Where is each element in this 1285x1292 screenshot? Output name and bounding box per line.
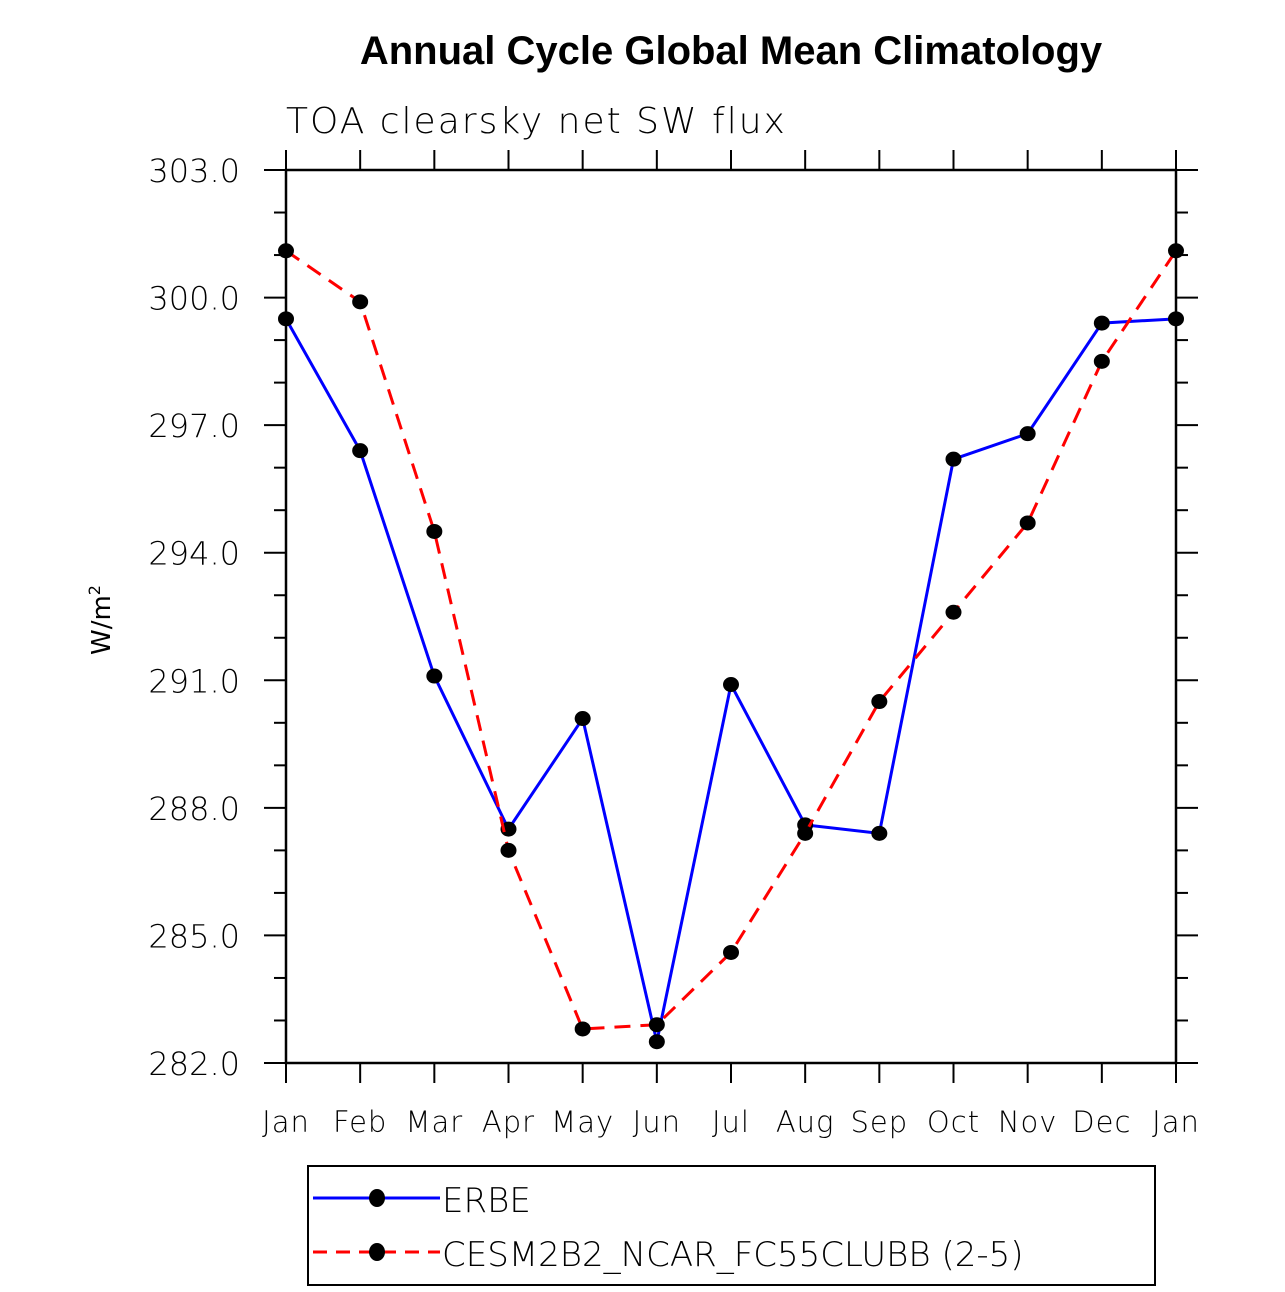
legend-marker-cesm <box>369 1243 385 1261</box>
data-point <box>426 523 443 539</box>
data-point <box>500 821 517 837</box>
plot-frame <box>284 168 1178 1065</box>
data-point <box>1019 426 1036 442</box>
y-tick-label: 303.0 <box>148 152 240 190</box>
series-group <box>278 243 1184 1050</box>
x-tick-label: Feb <box>333 1105 387 1139</box>
y-tick-label: 297.0 <box>148 407 240 445</box>
data-point <box>648 1034 665 1050</box>
chart-title: Annual Cycle Global Mean Climatology <box>360 29 1103 73</box>
data-point <box>1168 243 1184 259</box>
data-point <box>1093 315 1110 331</box>
x-tick-label: Apr <box>482 1105 535 1139</box>
series-line <box>285 249 1178 1031</box>
y-tick-label: 300.0 <box>148 280 240 318</box>
legend-label-cesm: CESM2B2_NCAR_FC55CLUBB (2-5) <box>442 1235 1024 1275</box>
legend-marker-erbe <box>369 1189 385 1207</box>
data-point <box>871 825 888 841</box>
x-tick-label: Jun <box>633 1105 681 1139</box>
data-point <box>648 1017 665 1033</box>
y-tick-labels: 282.0 285.0 288.0 291.0 294.0 297.0 300.0 303.0 <box>148 152 240 1083</box>
data-point <box>945 604 962 620</box>
data-point <box>500 842 517 858</box>
y-tick-label: 291.0 <box>148 662 240 700</box>
x-tick-label: Jul <box>712 1105 750 1139</box>
data-point <box>1093 353 1110 369</box>
data-point <box>278 311 294 327</box>
data-point <box>574 1021 591 1037</box>
data-point <box>797 825 814 841</box>
data-point <box>426 668 443 684</box>
data-point <box>352 294 369 310</box>
data-point <box>574 711 591 727</box>
data-point <box>723 944 739 960</box>
series-cesm <box>278 243 1184 1037</box>
x-tick-label: Jan <box>1152 1105 1200 1139</box>
y-axis-label-sup: 2 <box>85 585 104 595</box>
x-tick-labels: Jan Feb Mar Apr May Jun Jul Aug Sep Oct Nov Dec Jan <box>262 1105 1200 1139</box>
series-erbe <box>278 311 1184 1050</box>
y-tick-label: 294.0 <box>148 535 240 573</box>
chart-subtitle: TOA clearsky net SW flux <box>286 101 787 142</box>
y-axis-label-text: W/m <box>87 595 117 655</box>
data-point <box>871 694 888 710</box>
y-tick-label: 282.0 <box>148 1045 240 1083</box>
data-point <box>723 677 739 693</box>
x-tick-label: Mar <box>405 1105 463 1139</box>
legend: ERBE CESM2B2_NCAR_FC55CLUBB (2-5) <box>307 1165 1156 1286</box>
x-tick-label: Sep <box>850 1105 908 1139</box>
legend-label-erbe: ERBE <box>442 1181 531 1221</box>
data-point <box>1019 515 1036 531</box>
x-tick-label: Jan <box>262 1105 310 1139</box>
data-point <box>278 243 294 259</box>
y-tick-label: 285.0 <box>148 917 240 955</box>
y-axis-label: W/m2 <box>85 585 117 655</box>
data-point <box>1168 311 1184 327</box>
legend-box <box>307 1165 1156 1286</box>
x-tick-label: May <box>551 1105 614 1139</box>
x-tick-label: Oct <box>927 1105 980 1139</box>
x-tick-label: Nov <box>998 1105 1058 1139</box>
y-tick-label: 288.0 <box>148 790 240 828</box>
axes <box>264 150 1198 1083</box>
data-point <box>352 443 369 459</box>
data-point <box>945 451 962 467</box>
x-tick-label: Aug <box>776 1105 835 1139</box>
x-tick-label: Dec <box>1072 1105 1131 1139</box>
